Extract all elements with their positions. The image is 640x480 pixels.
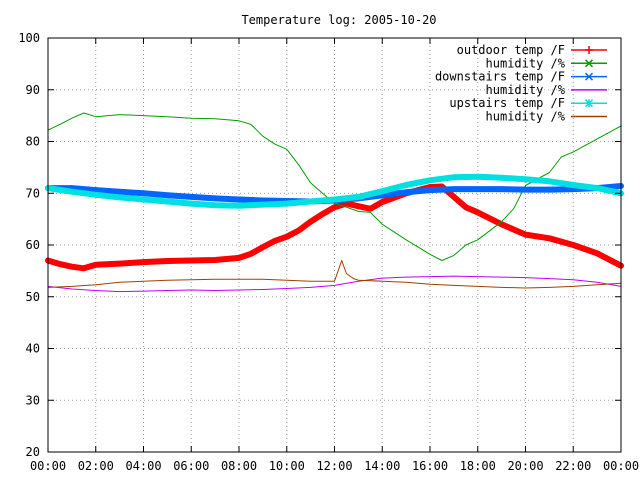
y-tick-label: 50 (26, 290, 40, 304)
x-tick-label: 16:00 (412, 459, 448, 473)
y-tick-label: 30 (26, 393, 40, 407)
x-tick-label: 06:00 (173, 459, 209, 473)
series-line-1 (47, 112, 622, 261)
legend-label: downstairs temp /F (435, 70, 565, 84)
x-tick-label: 00:00 (603, 459, 639, 473)
legend-label: upstairs temp /F (449, 96, 565, 110)
legend-marker (584, 59, 594, 68)
y-tick-label: 80 (26, 135, 40, 149)
x-tick-label: 18:00 (460, 459, 496, 473)
grid-lines (48, 38, 621, 452)
y-tick-label: 40 (26, 342, 40, 356)
series-lines (45, 112, 624, 293)
chart-title: Temperature log: 2005-10-20 (241, 13, 436, 27)
legend-label: humidity /% (486, 83, 566, 97)
x-tick-label: 04:00 (125, 459, 161, 473)
y-tick-label: 60 (26, 238, 40, 252)
series-line-3 (47, 275, 622, 293)
series-line-4 (45, 173, 624, 209)
series-line-5 (47, 260, 622, 289)
x-tick-label: 10:00 (269, 459, 305, 473)
axis-ticks: 20 30 40 50 60 70 80 90 100 00:00 02:00 04:00 06:00 0… (18, 31, 639, 473)
legend-marker (584, 99, 594, 108)
y-tick-label: 20 (26, 445, 40, 459)
y-tick-label: 70 (26, 186, 40, 200)
x-tick-label: 08:00 (221, 459, 257, 473)
x-tick-label: 22:00 (555, 459, 591, 473)
legend-label: humidity /% (486, 110, 566, 124)
x-tick-label: 00:00 (30, 459, 66, 473)
y-tick-label: 100 (18, 31, 40, 45)
x-tick-label: 14:00 (364, 459, 400, 473)
legend-label: outdoor temp /F (457, 43, 565, 57)
series-line-0 (45, 183, 624, 272)
legend-label: humidity /% (486, 56, 566, 70)
y-tick-label: 90 (26, 83, 40, 97)
x-tick-label: 12:00 (316, 459, 352, 473)
x-tick-label: 20:00 (507, 459, 543, 473)
x-tick-label: 02:00 (78, 459, 114, 473)
legend-marker (584, 72, 594, 81)
